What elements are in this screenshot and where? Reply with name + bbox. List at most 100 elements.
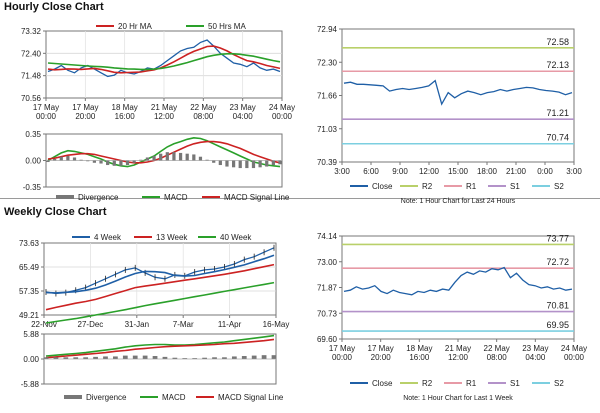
weekly-levels-xtick-label: 18 May (406, 344, 432, 353)
divergence-bar (218, 160, 222, 166)
weekly-price-xtick-label: 22-Nov (31, 320, 57, 329)
divergence-bar (152, 155, 156, 161)
divergence-bar (122, 355, 128, 359)
hourly-levels-xtick-label: 0:00 (537, 167, 553, 176)
weekly-levels-legend: Close R2 R1 S1 S2 (350, 379, 564, 388)
legend-label-macd: MACD (164, 193, 188, 202)
divergence-bar (231, 160, 236, 168)
divergence-bar (99, 160, 103, 164)
weekly-price-frame (43, 242, 277, 316)
divergence-bar (231, 356, 237, 359)
divergence-bar (72, 157, 77, 161)
divergence-bar (119, 160, 123, 166)
weekly-macd-ytick-label: 0.00 (23, 355, 39, 364)
divergence-bar (162, 356, 168, 359)
divergence-bar (139, 159, 143, 161)
weekly-macd-panel: 5.88 0.00 -5.88 (21, 330, 277, 389)
hourly-price-ytick-label: 72.40 (21, 49, 42, 58)
legend-label-close: Close (372, 379, 393, 388)
weekly-levels-ytick-label: 69.60 (317, 335, 338, 344)
hourly-price-ytick-label: 73.32 (21, 27, 42, 36)
hourly-macd-ytick-label: 0.35 (25, 130, 41, 139)
divergence-bar (46, 160, 50, 163)
hourly-levels-ytick-label: 71.03 (317, 125, 338, 134)
legend-label-close: Close (372, 182, 393, 191)
hourly-levels-note: Note: 1 Hour Chart for Last 24 Hours (401, 198, 516, 205)
weekly-levels-ytick-label: 74.14 (317, 232, 338, 241)
divergence-bar (79, 159, 83, 161)
series-13-week (45, 263, 275, 311)
weekly-price-xtick-label: 11-Apr (218, 320, 242, 329)
hourly-price-xtick-label: 17 May (33, 103, 59, 112)
divergence-bar (145, 157, 150, 161)
series-20-hr-ma (47, 45, 281, 74)
weekly-price-ytick-label: 57.35 (19, 287, 40, 296)
hourly-levels-xtick-label: 9:00 (392, 167, 408, 176)
weekly-price-xtick-label: 27-Dec (78, 320, 104, 329)
hourly-price-xtick-label: 22 May (190, 103, 216, 112)
hourly-price-xtick-label: 18 May (112, 103, 138, 112)
hourly-macd-ytick-label: 0.00 (25, 157, 41, 166)
weekly-levels-xtick-label: 08:00 (487, 353, 508, 362)
hourly-price-xtick-label: 17 May (72, 103, 98, 112)
weekly-price-ytick-label: 65.49 (19, 263, 40, 272)
divergence-bar (192, 154, 196, 161)
hourly-price-xtick-label: 20:00 (75, 112, 96, 121)
section-divider (0, 198, 600, 199)
weekly-levels-ytick-label: 73.00 (317, 258, 338, 267)
legend-label-macd: MACD (162, 393, 186, 402)
hourly-levels-xtick-label: 3:00 (334, 167, 350, 176)
weekly-macd-ytick-label: -5.88 (21, 380, 40, 389)
divergence-bar (258, 160, 262, 168)
hourly-price-xtick-label: 24 May (269, 103, 295, 112)
divergence-bar (172, 152, 176, 161)
hourly-levels-ytick-label: 71.66 (317, 92, 338, 101)
legend-swatch-divergence (56, 195, 74, 199)
hourly-price-legend: 20 Hr MA 50 Hrs MA (96, 22, 246, 31)
divergence-bar (66, 155, 70, 161)
series-close (343, 79, 573, 106)
divergence-bar (59, 156, 63, 161)
weekly-levels-xtick-label: 23 May (522, 344, 548, 353)
level-label-r1: 72.13 (546, 60, 569, 70)
divergence-bar (53, 158, 57, 161)
divergence-bar (202, 357, 207, 359)
weekly-levels-xtick-label: 12:00 (448, 353, 469, 362)
divergence-bar (185, 153, 189, 161)
legend-label-20-hr-ma: 20 Hr MA (118, 22, 152, 31)
divergence-bar (106, 160, 110, 166)
legend-label-macd-signal-line: MACD Signal Line (224, 193, 290, 202)
weekly-levels-xtick-label: 16:00 (409, 353, 430, 362)
level-label-s2: 69.95 (546, 320, 569, 330)
hourly-price-ytick-label: 70.56 (21, 94, 42, 103)
divergence-bar (83, 357, 89, 359)
hourly-levels-xtick-label: 12:00 (419, 167, 440, 176)
divergence-bar (86, 160, 90, 162)
divergence-bar (103, 356, 108, 359)
weekly-levels-ytick-label: 70.73 (317, 309, 338, 318)
weekly-levels-ytick-label: 71.87 (317, 284, 338, 293)
weekly-levels-xtick-label: 24 May (561, 344, 587, 353)
level-label-s2: 70.74 (546, 133, 569, 143)
hourly-levels-ytick-label: 70.39 (317, 158, 338, 167)
hourly-price-xtick-label: 04:00 (233, 112, 254, 121)
hourly-price-xtick-label: 00:00 (272, 112, 293, 121)
weekly-price-xtick-label: 7-Mar (173, 320, 194, 329)
hourly-price-xtick-label: 16:00 (115, 112, 136, 121)
legend-label-r2: R2 (422, 379, 433, 388)
divergence-bar (271, 355, 277, 359)
legend-label-r1: R1 (466, 182, 477, 191)
hourly-price-xtick-label: 12:00 (154, 112, 175, 121)
weekly-levels-xtick-label: 21 May (445, 344, 471, 353)
hourly-levels-xtick-label: 6:00 (363, 167, 379, 176)
weekly-levels-xtick-label: 17 May (368, 344, 394, 353)
hourly-macd-ytick-label: -0.35 (23, 183, 42, 192)
hourly-levels-ytick-label: 72.30 (317, 58, 338, 67)
divergence-bar (225, 160, 229, 167)
weekly-price-ytick-label: 49.21 (19, 311, 40, 320)
weekly-price-ytick-label: 73.63 (19, 239, 40, 248)
